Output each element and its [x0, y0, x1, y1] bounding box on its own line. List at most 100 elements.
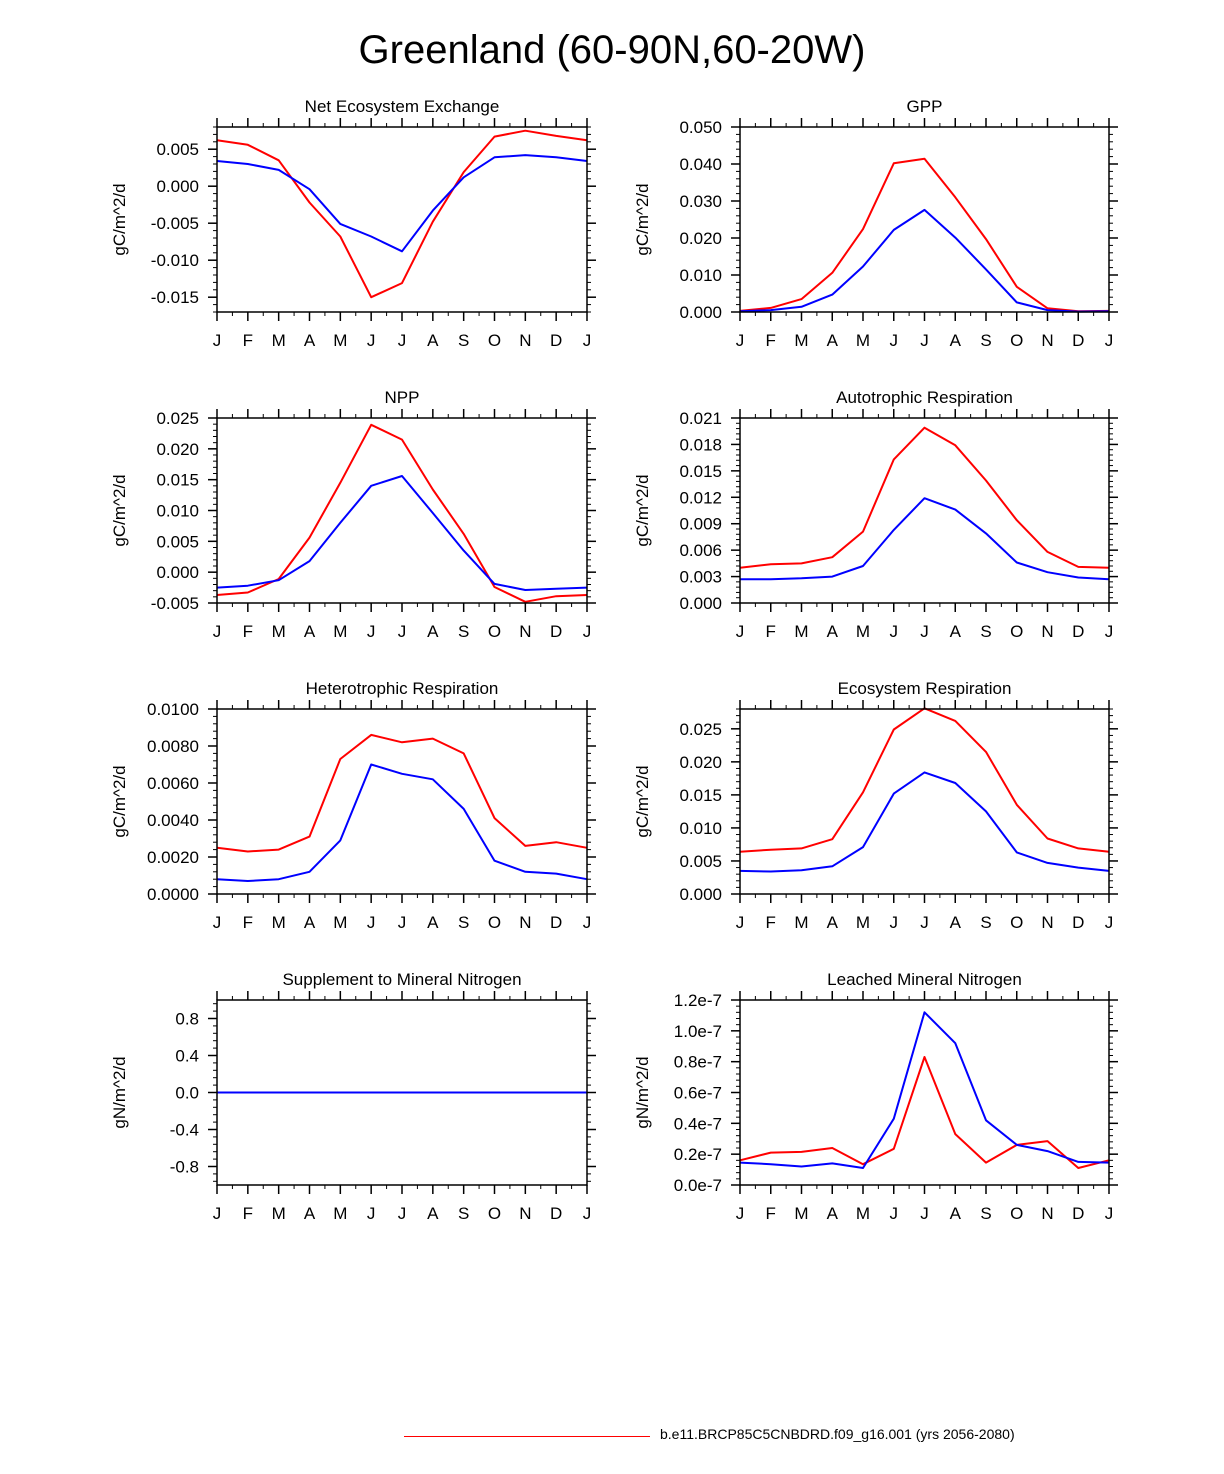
x-tick-label: D	[550, 331, 562, 350]
x-tick-label: J	[920, 913, 929, 932]
y-tick-label: 0.025	[156, 409, 199, 428]
y-axis-label: gN/m^2/d	[110, 1056, 129, 1128]
y-tick-label: 0.010	[156, 502, 199, 521]
series-line-blue	[739, 208, 1110, 313]
y-tick-label: 0.018	[679, 435, 722, 454]
x-tick-label: M	[856, 331, 870, 350]
x-tick-label: J	[736, 1204, 745, 1223]
y-tick-label: 0.0e-7	[674, 1176, 722, 1195]
series-line-red	[739, 1056, 1110, 1169]
x-tick-label: F	[243, 622, 253, 641]
x-tick-label: J	[920, 622, 929, 641]
chart-panel-7: J F M A M J J A S O N D J-0.8-0.40.00.40.8Supplement…	[110, 970, 596, 1223]
x-tick-label: A	[950, 913, 962, 932]
x-tick-label: J	[367, 1204, 376, 1223]
chart-panel-3: J F M A M J J A S O N D J-0.0050.0000.0050.0100.0150…	[110, 388, 596, 641]
x-tick-label: A	[827, 622, 839, 641]
x-tick-label: M	[856, 622, 870, 641]
x-tick-label: J	[890, 331, 899, 350]
y-tick-label: 0.030	[679, 192, 722, 211]
y-axis-label: gC/m^2/d	[633, 183, 652, 255]
x-tick-label: S	[458, 913, 469, 932]
y-tick-label: 0.005	[679, 852, 722, 871]
x-tick-label: S	[458, 331, 469, 350]
chart-title: Leached Mineral Nitrogen	[827, 970, 1022, 989]
x-tick-label: J	[1105, 913, 1114, 932]
x-tick-label: O	[488, 913, 501, 932]
x-tick-label: A	[827, 913, 839, 932]
x-tick-label: J	[920, 1204, 929, 1223]
x-tick-label: A	[304, 1204, 316, 1223]
y-tick-label: 0.000	[679, 303, 722, 322]
legend: b.e11.BRCP85C5CNBDRD.f09_g16.001 (yrs 20…	[404, 1426, 1104, 1448]
x-tick-label: S	[980, 622, 991, 641]
x-tick-label: O	[488, 331, 501, 350]
x-tick-label: M	[333, 913, 347, 932]
x-tick-label: A	[950, 622, 962, 641]
y-tick-label: -0.010	[151, 251, 199, 270]
x-tick-label: O	[488, 622, 501, 641]
chart-title: Autotrophic Respiration	[836, 388, 1013, 407]
x-tick-label: J	[583, 331, 592, 350]
x-tick-label: D	[1072, 331, 1084, 350]
x-tick-label: J	[890, 622, 899, 641]
x-tick-label: J	[1105, 622, 1114, 641]
legend-label: b.e11.BRCP85C5CNBDRD.f09_g16.001 (yrs 20…	[660, 1426, 1015, 1442]
y-tick-label: 0.2e-7	[674, 1145, 722, 1164]
x-tick-label: J	[398, 913, 407, 932]
x-tick-label: D	[550, 622, 562, 641]
x-tick-label: F	[766, 913, 776, 932]
x-tick-label: A	[304, 331, 316, 350]
chart-panel-6: J F M A M J J A S O N D J0.0000.0050.0100.0150.0200.…	[633, 679, 1118, 932]
series-line-blue	[740, 497, 1110, 581]
y-tick-label: 1.0e-7	[674, 1022, 722, 1041]
y-tick-label: -0.015	[151, 288, 199, 307]
y-tick-label: 0.010	[679, 266, 722, 285]
x-tick-label: F	[243, 331, 253, 350]
y-tick-label: -0.4	[170, 1121, 199, 1140]
series-line-blue	[216, 154, 588, 253]
y-tick-label: -0.8	[170, 1158, 199, 1177]
series-line-blue	[216, 475, 588, 591]
y-tick-label: 0.010	[679, 819, 722, 838]
x-tick-label: J	[1105, 331, 1114, 350]
y-tick-label: -0.005	[151, 214, 199, 233]
y-tick-label: 0.003	[679, 568, 722, 587]
y-axis-label: gC/m^2/d	[110, 183, 129, 255]
series-line-red	[216, 733, 588, 853]
x-tick-label: J	[736, 331, 745, 350]
x-tick-label: A	[950, 1204, 962, 1223]
x-tick-label: J	[367, 913, 376, 932]
x-tick-label: S	[980, 331, 991, 350]
x-tick-label: A	[427, 913, 439, 932]
x-tick-label: M	[794, 331, 808, 350]
y-axis-label: gC/m^2/d	[110, 765, 129, 837]
y-tick-label: 0.000	[156, 177, 199, 196]
x-tick-label: F	[766, 331, 776, 350]
x-tick-label: S	[458, 1204, 469, 1223]
x-tick-label: M	[272, 331, 286, 350]
y-tick-label: 0.005	[156, 140, 199, 159]
x-tick-label: J	[213, 331, 222, 350]
x-tick-label: M	[272, 913, 286, 932]
figure-title: Greenland (60-90N,60-20W)	[358, 28, 866, 72]
y-tick-label: 0.000	[679, 594, 722, 613]
x-tick-label: J	[213, 622, 222, 641]
x-tick-label: D	[550, 1204, 562, 1223]
x-tick-label: J	[583, 622, 592, 641]
x-tick-label: N	[1041, 1204, 1053, 1223]
y-tick-label: 0.0020	[147, 848, 199, 867]
chart-panel-4: J F M A M J J A S O N D J0.0000.0030.0060.0090.0120.…	[633, 388, 1118, 641]
x-tick-label: F	[243, 1204, 253, 1223]
y-tick-label: 0.021	[679, 409, 722, 428]
x-tick-label: O	[1010, 331, 1023, 350]
plot-frame	[739, 126, 1110, 313]
x-tick-label: S	[980, 913, 991, 932]
x-tick-label: D	[550, 913, 562, 932]
x-tick-label: J	[213, 913, 222, 932]
x-tick-label: F	[766, 622, 776, 641]
series-line-red	[739, 157, 1110, 313]
series-line-blue	[216, 763, 588, 882]
x-tick-label: M	[794, 622, 808, 641]
plot-frame	[739, 708, 1110, 895]
